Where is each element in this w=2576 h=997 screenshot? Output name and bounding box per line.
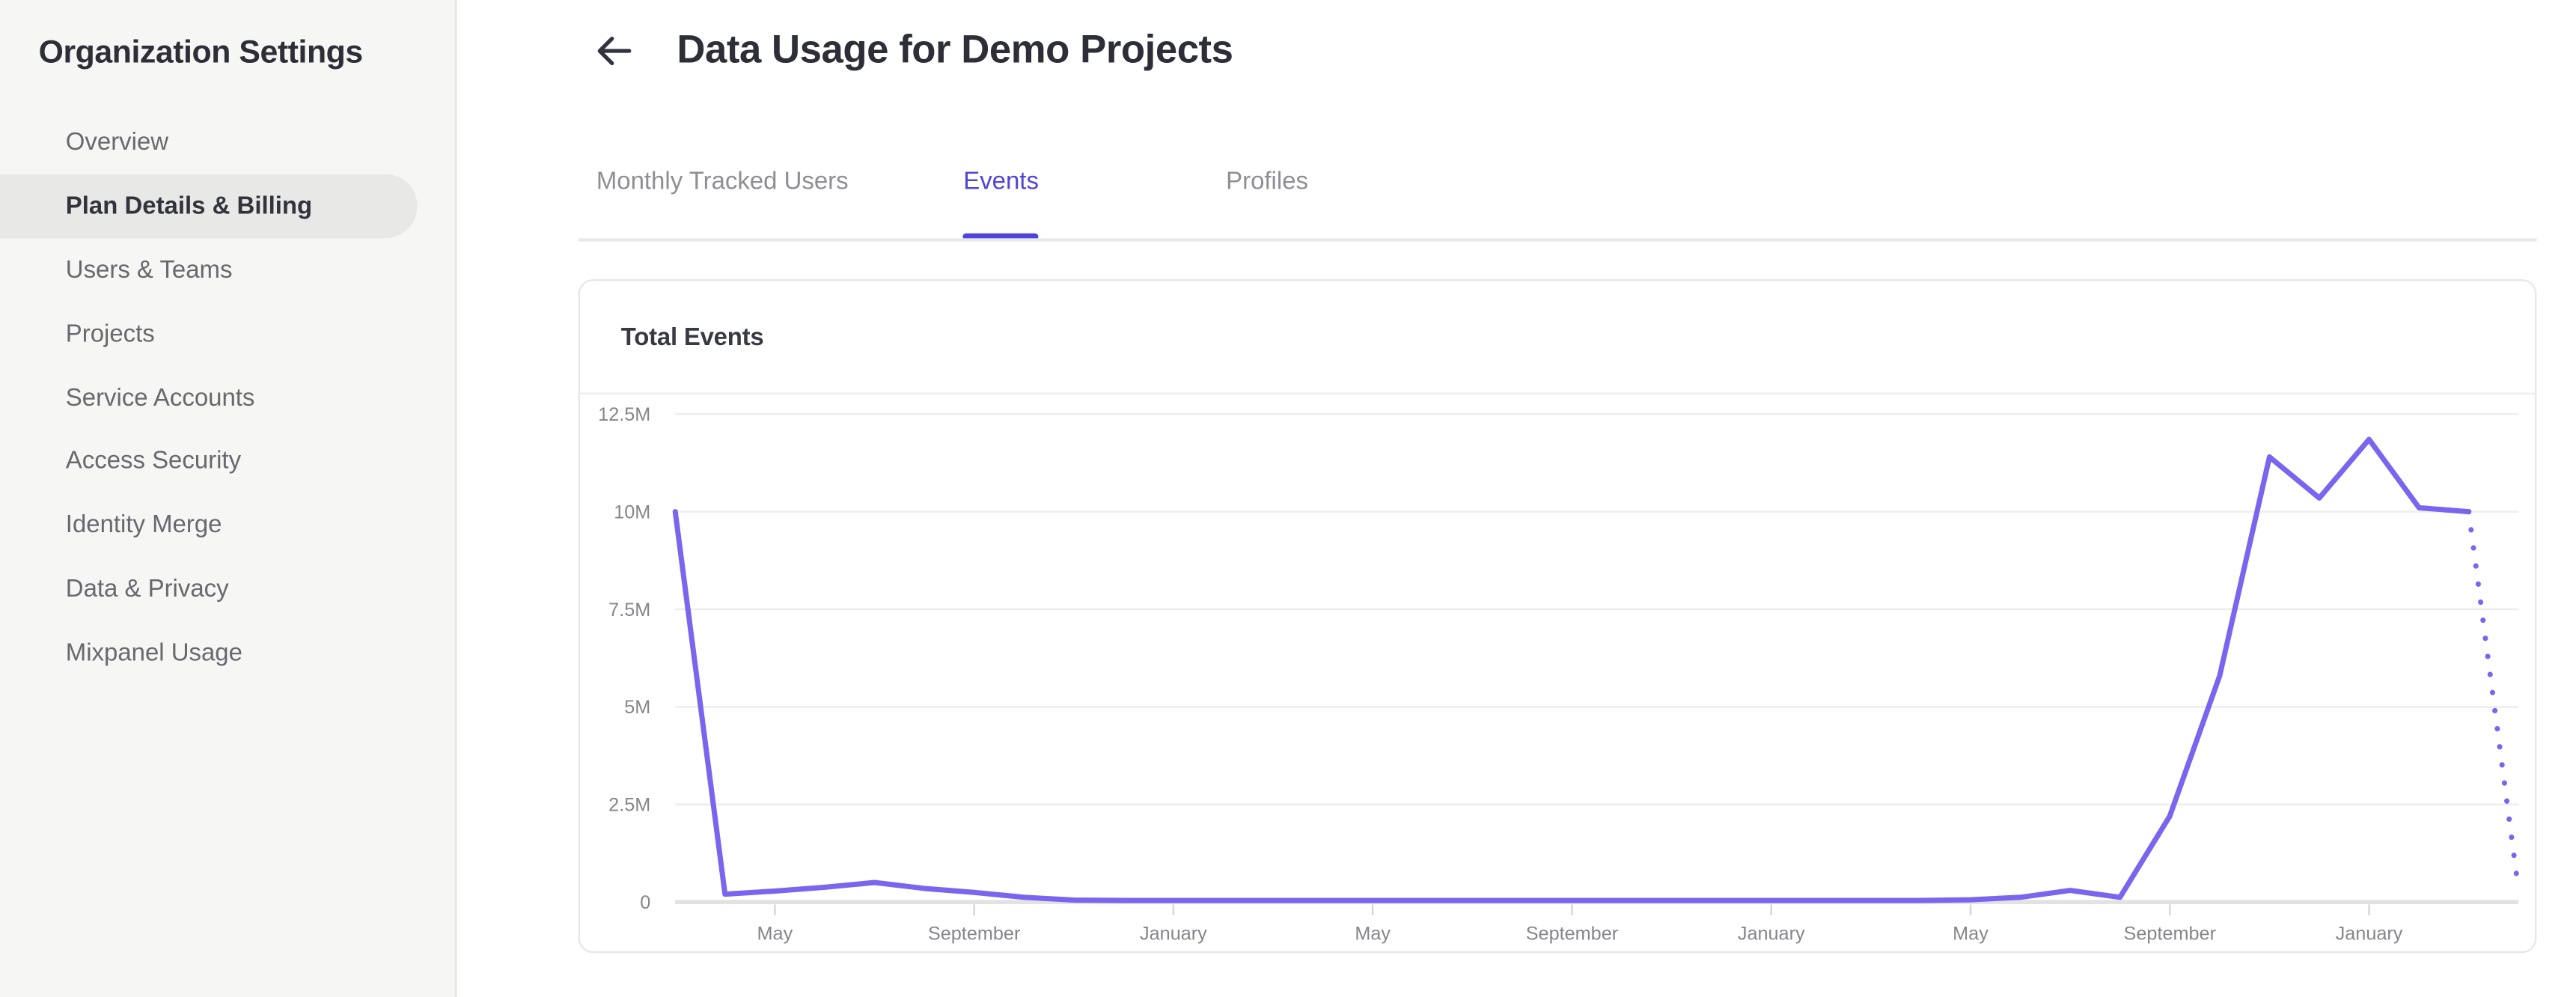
y-axis-label: 2.5M bbox=[608, 795, 650, 816]
sidebar-item-service-accounts[interactable]: Service Accounts bbox=[0, 366, 418, 430]
back-button[interactable] bbox=[593, 31, 635, 71]
sidebar-item-label: Service Accounts bbox=[65, 383, 255, 412]
events-projected-dotted-line bbox=[2466, 509, 2521, 894]
sidebar-item-projects[interactable]: Projects bbox=[0, 302, 418, 366]
events-series-line bbox=[672, 436, 2472, 903]
page-title: Data Usage for Demo Projects bbox=[677, 28, 1233, 73]
tab-monthly-tracked-users[interactable]: Monthly Tracked Users bbox=[596, 167, 849, 240]
x-axis-label: September bbox=[1526, 924, 1618, 945]
tab-events[interactable]: Events bbox=[963, 167, 1039, 240]
y-axis-label: 10M bbox=[614, 501, 650, 522]
x-axis-label: January bbox=[2336, 924, 2403, 945]
sidebar-item-label: Mixpanel Usage bbox=[65, 638, 242, 667]
chart-area[interactable]: 0 2.5M 5M 7.5M 10M 12.5M May September January Ma… bbox=[580, 394, 2535, 953]
sidebar: Organization Settings Overview Plan Deta… bbox=[0, 0, 457, 997]
sidebar-item-label: Overview bbox=[65, 129, 169, 157]
total-events-card: Total Events 0 2.5M 5M 7.5M 10M 12.5M May Septe… bbox=[578, 279, 2537, 954]
x-axis-label: January bbox=[1738, 924, 1805, 945]
sidebar-item-data-privacy[interactable]: Data & Privacy bbox=[0, 558, 418, 621]
sidebar-item-label: Projects bbox=[65, 320, 155, 349]
sidebar-item-mixpanel-usage[interactable]: Mixpanel Usage bbox=[0, 621, 418, 685]
x-axis-label: September bbox=[2124, 924, 2216, 945]
tab-label: Events bbox=[963, 167, 1039, 196]
sidebar-item-users-teams[interactable]: Users & Teams bbox=[0, 239, 418, 302]
sidebar-item-plan-details-billing[interactable]: Plan Details & Billing bbox=[0, 174, 418, 239]
card-title: Total Events bbox=[620, 323, 764, 351]
sidebar-title: Organization Settings bbox=[38, 34, 364, 71]
sidebar-item-label: Users & Teams bbox=[65, 256, 233, 284]
sidebar-item-identity-merge[interactable]: Identity Merge bbox=[0, 493, 418, 557]
sidebar-item-label: Identity Merge bbox=[65, 511, 222, 540]
tab-label: Profiles bbox=[1226, 167, 1308, 196]
tabs-divider bbox=[578, 239, 2537, 242]
x-axis-label: September bbox=[928, 924, 1020, 945]
x-axis-label: January bbox=[1140, 924, 1207, 945]
x-axis-label: May bbox=[1355, 924, 1391, 945]
sidebar-item-overview[interactable]: Overview bbox=[0, 111, 418, 174]
events-line-chart: 0 2.5M 5M 7.5M 10M 12.5M May September January Ma… bbox=[598, 404, 2521, 945]
sidebar-item-label: Data & Privacy bbox=[65, 575, 229, 603]
tab-profiles[interactable]: Profiles bbox=[1226, 167, 1308, 240]
y-axis-label: 12.5M bbox=[598, 404, 650, 425]
sidebar-item-access-security[interactable]: Access Security bbox=[0, 430, 418, 493]
x-axis-label: May bbox=[757, 924, 793, 945]
y-axis-label: 5M bbox=[624, 697, 650, 718]
x-axis-label: May bbox=[1953, 924, 1989, 945]
tabs: Monthly Tracked Users Events Profiles bbox=[596, 167, 1308, 240]
sidebar-nav: Overview Plan Details & Billing Users & … bbox=[0, 111, 454, 685]
back-arrow-icon bbox=[597, 36, 632, 66]
sidebar-item-label: Plan Details & Billing bbox=[65, 192, 313, 221]
sidebar-item-label: Access Security bbox=[65, 448, 242, 476]
tab-label: Monthly Tracked Users bbox=[596, 167, 849, 196]
y-axis-label: 0 bbox=[640, 892, 650, 913]
y-axis-label: 7.5M bbox=[608, 600, 650, 621]
card-header: Total Events bbox=[579, 281, 2536, 394]
